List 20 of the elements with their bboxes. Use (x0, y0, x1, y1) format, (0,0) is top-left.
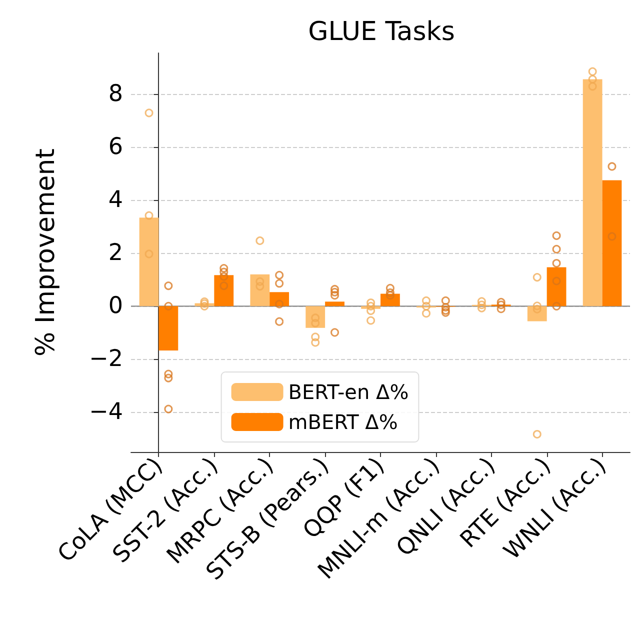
y-tick-label: −2 (89, 346, 123, 372)
legend-label: mBERT Δ% (288, 410, 398, 434)
bar (546, 267, 566, 306)
bar (158, 306, 178, 350)
legend-label: BERT-en Δ% (288, 380, 409, 404)
bar (270, 292, 290, 306)
bar (582, 79, 602, 306)
y-tick-label: 6 (108, 134, 123, 160)
y-tick-label: −4 (89, 399, 123, 426)
y-tick-label: 2 (108, 240, 123, 266)
y-tick-label: 4 (108, 187, 123, 214)
y-axis-title: % Improvement (31, 148, 61, 356)
bar (325, 302, 344, 306)
bar (250, 274, 270, 306)
bar (214, 275, 234, 306)
bar (139, 218, 159, 306)
y-tick-label: 8 (108, 81, 123, 108)
bar (602, 180, 622, 306)
chart-title: GLUE Tasks (308, 17, 455, 47)
y-tick-label: 0 (108, 293, 123, 320)
